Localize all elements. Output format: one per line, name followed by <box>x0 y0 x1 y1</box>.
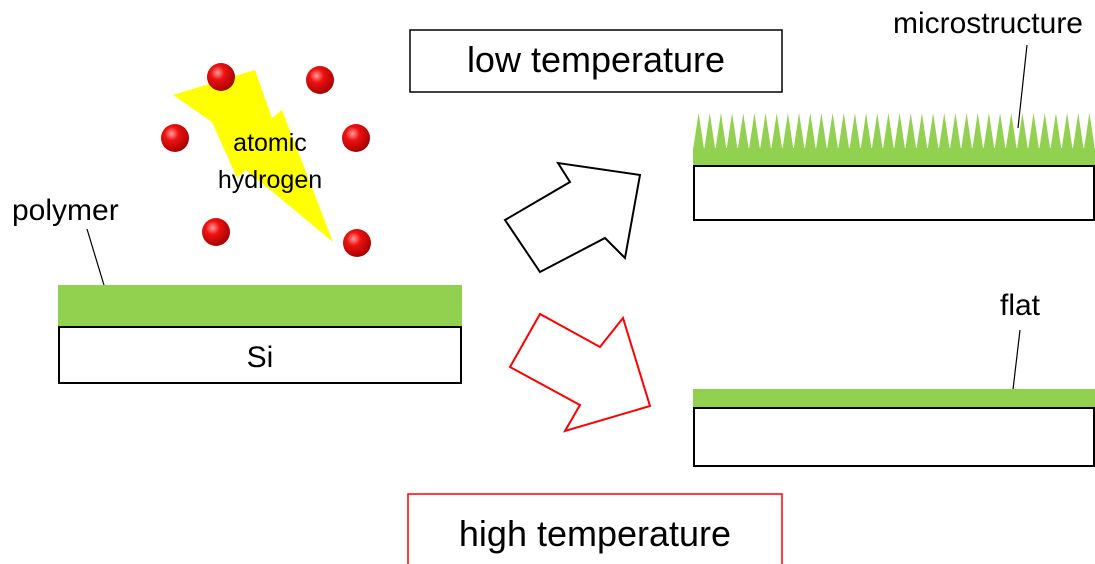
low-temperature-label: low temperature <box>467 39 725 80</box>
low-temperature-box <box>409 29 783 93</box>
high-temperature-box <box>407 493 783 564</box>
microstructure-leader-line <box>1017 44 1028 129</box>
polymer-layer <box>58 285 462 327</box>
hydrogen-atoms <box>161 63 371 257</box>
hydrogen-atom-icon <box>342 124 370 152</box>
si-label: Si <box>247 341 274 374</box>
flat-label: flat <box>1000 289 1041 322</box>
high-temperature-arrow <box>508 312 652 433</box>
atomic-hydrogen-label-2: hydrogen <box>218 166 322 194</box>
hydrogen-atom-icon <box>207 63 235 91</box>
hydrogen-atom-icon <box>343 229 371 257</box>
low-temperature-arrow <box>503 161 642 274</box>
hydrogen-atom-icon <box>161 124 189 152</box>
polymer-label: polymer <box>12 194 119 227</box>
high-temperature-label: high temperature <box>459 513 731 554</box>
si-substrate <box>58 326 462 384</box>
flat-leader-line <box>1011 329 1021 399</box>
microstructure-polymer-base <box>693 148 1095 166</box>
hydrogen-atom-icon <box>202 218 230 246</box>
flat-si-substrate <box>693 407 1095 467</box>
atomic-hydrogen-label-1: atomic <box>233 129 307 157</box>
hydrogen-atom-icon <box>306 66 334 94</box>
flat-polymer-layer <box>693 389 1095 408</box>
microstructure-si-substrate <box>693 165 1095 221</box>
microstructure-label: microstructure <box>893 7 1083 40</box>
microstructure-spikes <box>693 113 1095 150</box>
lightning-bolt-icon <box>173 70 333 242</box>
